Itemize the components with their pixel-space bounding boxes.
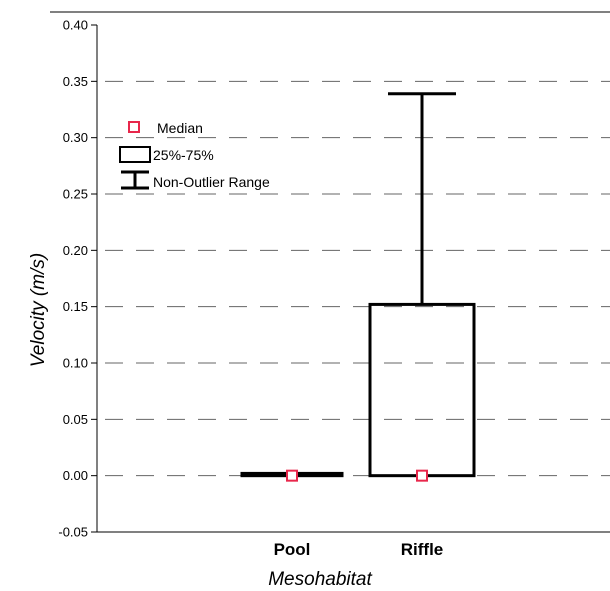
- y-tick-label: 0.40: [63, 18, 88, 33]
- y-tick-label: 0.00: [63, 468, 88, 483]
- legend: Median 25%-75% Non-Outlier Range: [119, 120, 270, 190]
- x-category-label: Riffle: [401, 540, 444, 559]
- legend-median-label: Median: [157, 120, 203, 136]
- y-tick-label: -0.05: [58, 525, 88, 540]
- legend-whisker-label: Non-Outlier Range: [153, 174, 270, 190]
- legend-whisker-marker: [121, 170, 149, 190]
- legend-box-label: 25%-75%: [153, 147, 214, 163]
- x-axis-title: Mesohabitat: [268, 569, 372, 590]
- gridlines: [105, 80, 610, 477]
- median-marker: [416, 469, 428, 482]
- y-tick-label: 0.10: [63, 356, 88, 371]
- y-tick-label: 0.15: [63, 299, 88, 314]
- y-tick-label: 0.05: [63, 412, 88, 427]
- y-tick-label: 0.25: [63, 187, 88, 202]
- y-axis-title: Velocity (m/s): [28, 253, 49, 367]
- y-tick-label: 0.20: [63, 243, 88, 258]
- box-riffle: [368, 92, 476, 482]
- x-axis-categories: Pool Riffle: [274, 540, 444, 559]
- legend-median-marker: [128, 121, 140, 133]
- x-category-label: Pool: [274, 540, 311, 559]
- y-tick-label: 0.35: [63, 74, 88, 89]
- boxes: [240, 92, 476, 482]
- iqr-box: [368, 302, 476, 478]
- legend-box-marker: [119, 146, 151, 163]
- box-pool: [240, 469, 344, 482]
- y-axis: 0.40 0.35 0.30 0.25 0.20 0.15 0.10 0.05 0.00 -0.0…: [58, 18, 610, 540]
- median-marker: [286, 469, 298, 482]
- y-tick-label: 0.30: [63, 130, 88, 145]
